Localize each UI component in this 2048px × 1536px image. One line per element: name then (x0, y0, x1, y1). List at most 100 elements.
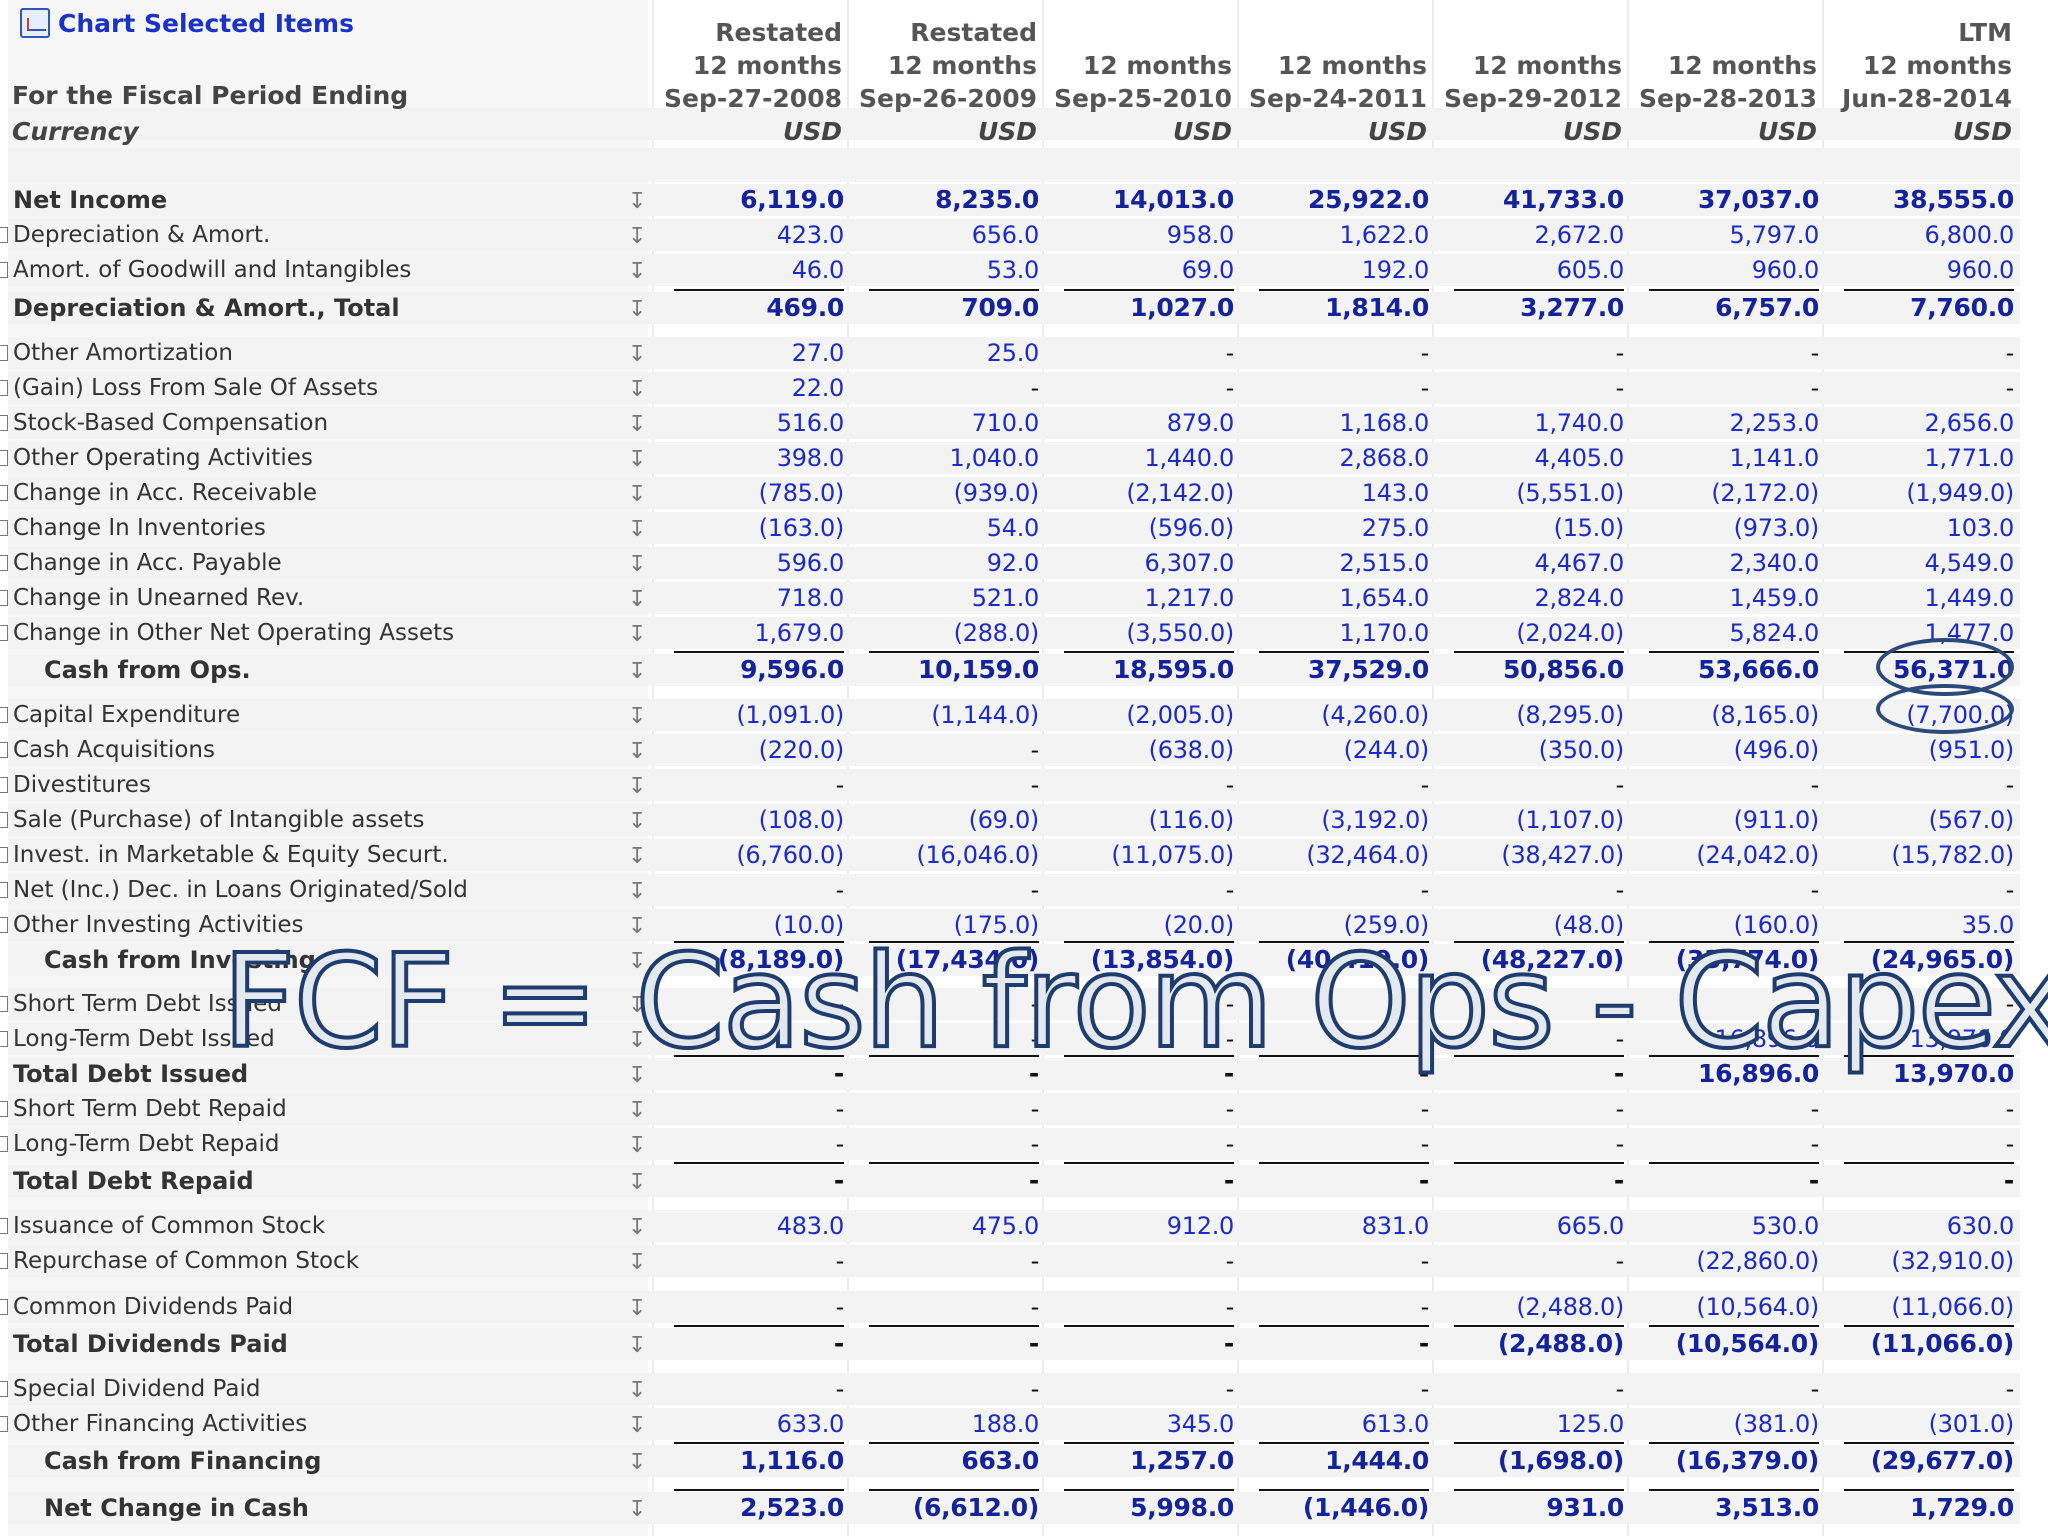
expand-bracket-icon[interactable] (0, 777, 8, 793)
total-rule (1259, 651, 1429, 653)
drilldown-icon[interactable]: ↧ (628, 224, 647, 249)
drilldown-icon[interactable]: ↧ (628, 659, 647, 684)
expand-bracket-icon[interactable] (0, 625, 8, 641)
cell-value: 709.0 (961, 293, 1039, 322)
expand-bracket-icon[interactable] (0, 1416, 8, 1432)
drilldown-icon[interactable]: ↧ (628, 739, 647, 764)
row-stripe (8, 442, 2020, 474)
drilldown-icon[interactable]: ↧ (628, 1215, 647, 1240)
period-header-line: Jun-28-2014 (1841, 84, 2012, 113)
row-label: Long-Term Debt Issued (13, 1026, 275, 1052)
drilldown-icon[interactable]: ↧ (628, 1378, 647, 1403)
drilldown-icon[interactable]: ↧ (628, 1028, 647, 1053)
cell-value: 46.0 (791, 256, 845, 284)
expand-bracket-icon[interactable] (0, 996, 8, 1012)
expand-bracket-icon[interactable] (0, 1031, 8, 1047)
row-label: Depreciation & Amort. (13, 222, 271, 248)
expand-bracket-icon[interactable] (0, 380, 8, 396)
cell-value: 345.0 (1166, 1410, 1235, 1438)
drilldown-icon[interactable]: ↧ (628, 949, 647, 974)
expand-bracket-icon[interactable] (0, 485, 8, 501)
cell-value: 605.0 (1556, 256, 1625, 284)
drilldown-icon[interactable]: ↧ (628, 1170, 647, 1195)
expand-bracket-icon[interactable] (0, 1101, 8, 1117)
cell-value: - (1225, 990, 1235, 1018)
expand-bracket-icon[interactable] (0, 882, 8, 898)
currency-value: USD (1952, 117, 2012, 146)
cell-value: (175.0) (953, 911, 1040, 939)
drilldown-icon[interactable]: ↧ (628, 1250, 647, 1275)
cell-value: - (835, 1375, 845, 1403)
expand-bracket-icon[interactable] (0, 847, 8, 863)
expand-bracket-icon[interactable] (0, 1381, 8, 1397)
expand-bracket-icon[interactable] (0, 812, 8, 828)
cell-value: 1,444.0 (1325, 1446, 1429, 1475)
drilldown-icon[interactable]: ↧ (628, 1098, 647, 1123)
expand-bracket-icon[interactable] (0, 345, 8, 361)
cell-value: - (833, 1329, 844, 1358)
expand-bracket-icon[interactable] (0, 1218, 8, 1234)
drilldown-icon[interactable]: ↧ (628, 342, 647, 367)
row-label: Change in Other Net Operating Assets (13, 620, 455, 646)
expand-bracket-icon[interactable] (0, 227, 8, 243)
drilldown-icon[interactable]: ↧ (628, 552, 647, 577)
drilldown-icon[interactable]: ↧ (628, 482, 647, 507)
drilldown-icon[interactable]: ↧ (628, 879, 647, 904)
expand-bracket-icon[interactable] (0, 415, 8, 431)
cell-value: 879.0 (1166, 409, 1235, 437)
currency-value: USD (1757, 117, 1817, 146)
total-rule (1454, 1442, 1624, 1444)
total-rule (1649, 941, 1819, 943)
drilldown-icon[interactable]: ↧ (628, 412, 647, 437)
drilldown-icon[interactable]: ↧ (628, 844, 647, 869)
row-stripe (8, 944, 2020, 976)
chart-selected-items-link[interactable]: Chart Selected Items (20, 8, 354, 38)
cell-value: - (1615, 374, 1625, 402)
expand-bracket-icon[interactable] (0, 262, 8, 278)
expand-bracket-icon[interactable] (0, 590, 8, 606)
expand-bracket-icon[interactable] (0, 917, 8, 933)
cell-value: - (2005, 1130, 2015, 1158)
cell-value: 958.0 (1166, 221, 1235, 249)
cell-value: - (1030, 876, 1040, 904)
cell-value: - (1030, 771, 1040, 799)
drilldown-icon[interactable]: ↧ (628, 1133, 647, 1158)
drilldown-icon[interactable]: ↧ (628, 377, 647, 402)
cell-value: - (2005, 771, 2015, 799)
drilldown-icon[interactable]: ↧ (628, 622, 647, 647)
drilldown-icon[interactable]: ↧ (628, 189, 647, 214)
expand-bracket-icon[interactable] (0, 555, 8, 571)
cell-value: (6,612.0) (912, 1493, 1039, 1522)
drilldown-icon[interactable]: ↧ (628, 1296, 647, 1321)
drilldown-icon[interactable]: ↧ (628, 809, 647, 834)
drilldown-icon[interactable]: ↧ (628, 1413, 647, 1438)
drilldown-icon[interactable]: ↧ (628, 774, 647, 799)
drilldown-icon[interactable]: ↧ (628, 259, 647, 284)
drilldown-icon[interactable]: ↧ (628, 1333, 647, 1358)
period-header-line: Restated (910, 18, 1037, 47)
drilldown-icon[interactable]: ↧ (628, 297, 647, 322)
cell-value: (2,172.0) (1711, 479, 1819, 507)
expand-bracket-icon[interactable] (0, 1136, 8, 1152)
drilldown-icon[interactable]: ↧ (628, 1063, 647, 1088)
cell-value: (2,488.0) (1497, 1329, 1624, 1358)
drilldown-icon[interactable]: ↧ (628, 704, 647, 729)
cell-value: 1,771.0 (1924, 444, 2014, 472)
expand-bracket-icon[interactable] (0, 1253, 8, 1269)
drilldown-icon[interactable]: ↧ (628, 1450, 647, 1475)
drilldown-icon[interactable]: ↧ (628, 587, 647, 612)
drilldown-icon[interactable]: ↧ (628, 517, 647, 542)
total-rule (674, 1442, 844, 1444)
drilldown-icon[interactable]: ↧ (628, 447, 647, 472)
drilldown-icon[interactable]: ↧ (628, 914, 647, 939)
cell-value: 516.0 (776, 409, 845, 437)
cell-value: - (1418, 1059, 1429, 1088)
expand-bracket-icon[interactable] (0, 707, 8, 723)
expand-bracket-icon[interactable] (0, 520, 8, 536)
expand-bracket-icon[interactable] (0, 1299, 8, 1315)
cell-value: 1,170.0 (1339, 619, 1429, 647)
drilldown-icon[interactable]: ↧ (628, 993, 647, 1018)
drilldown-icon[interactable]: ↧ (628, 1497, 647, 1522)
expand-bracket-icon[interactable] (0, 450, 8, 466)
expand-bracket-icon[interactable] (0, 742, 8, 758)
